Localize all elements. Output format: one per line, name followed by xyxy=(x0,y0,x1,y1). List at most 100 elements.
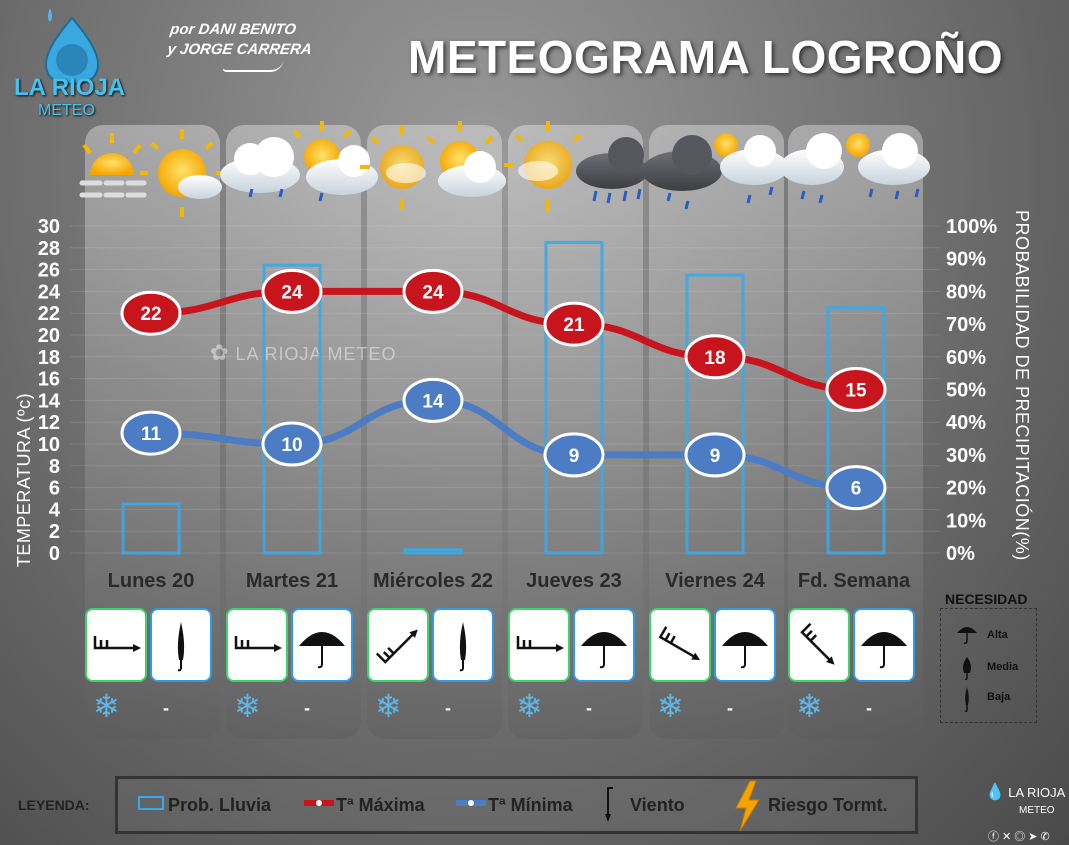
umbrella-box xyxy=(291,608,353,682)
wind-box xyxy=(508,608,570,682)
data-label: 9 xyxy=(569,446,580,467)
legend-rain: Prob. Lluvia xyxy=(168,795,272,815)
social-icons: ⓕ✕◎➤✆ xyxy=(988,828,1053,844)
data-label: 24 xyxy=(281,282,303,303)
necesidad-title: NECESIDAD xyxy=(945,591,1028,607)
umbrella-open-icon xyxy=(957,627,977,644)
sun-cloud-icon xyxy=(426,121,506,197)
umbrella-box xyxy=(853,608,915,682)
watermark: ✿ LA RIOJA METEO xyxy=(210,340,397,366)
storm-risk-value: - xyxy=(727,698,733,718)
umbrella-open-icon xyxy=(299,632,345,669)
data-label: 10 xyxy=(281,435,302,456)
day-label: Fd. Semana xyxy=(797,570,911,592)
umbrella-half-icon xyxy=(963,657,971,681)
data-point-marker xyxy=(120,290,182,336)
x-icon[interactable]: ✕ xyxy=(1002,831,1015,843)
data-point-marker xyxy=(825,465,887,511)
storm-risk-value: - xyxy=(445,698,451,718)
y-tick-label: 20 xyxy=(38,325,60,347)
byline-authors-2: y JORGE CARRERA xyxy=(166,41,313,58)
y2-tick-label: 60% xyxy=(946,347,986,369)
storm-cloud-rain-icon xyxy=(642,135,722,210)
data-point-marker xyxy=(261,421,323,467)
snowflake-icon: ❄ xyxy=(375,688,402,724)
legend-label: LEYENDA: xyxy=(18,797,90,813)
y2-tick-label: 80% xyxy=(946,281,986,303)
grid xyxy=(70,225,940,554)
instagram-icon[interactable]: ◎ xyxy=(1014,831,1029,843)
data-label: 14 xyxy=(422,391,444,412)
umbrella-box xyxy=(714,608,776,682)
y2-tick-label: 40% xyxy=(946,412,986,434)
rain-bar xyxy=(262,263,322,555)
sun-cloud-rain-icon xyxy=(292,121,378,202)
y-tick-label: 6 xyxy=(49,478,60,500)
telegram-icon[interactable]: ➤ xyxy=(1028,831,1041,843)
data-point-marker xyxy=(543,301,605,347)
wind-box xyxy=(85,608,147,682)
snowflake-icon: ❄ xyxy=(516,688,543,724)
snowflake-icon: ❄ xyxy=(234,688,261,724)
umbrella-closed-icon xyxy=(459,622,467,672)
day-label: Martes 21 xyxy=(245,570,339,592)
storm-risk-value: - xyxy=(586,698,592,718)
y-tick-label: 12 xyxy=(38,412,60,434)
byline-authors-1: por DANI BENITO xyxy=(169,21,298,38)
legend-wind: Viento xyxy=(630,795,685,815)
footer-logo-meteo: METEO xyxy=(1019,805,1055,816)
wind-arrow-icon xyxy=(658,626,701,661)
wind-box xyxy=(367,608,429,682)
legend-max: Tª Máxima xyxy=(336,795,425,815)
necesidad-legend: Alta Media Baja xyxy=(940,608,1037,723)
legend-storm: Riesgo Tormt. xyxy=(768,795,888,815)
la-rioja-meteo-logo: LA RIOJA METEO xyxy=(10,8,130,123)
wind-box xyxy=(649,608,711,682)
footer-logo: 💧 LA RIOJA METEO xyxy=(985,782,1065,816)
necesidad-baja: Baja xyxy=(987,691,1011,703)
cloud-rain-icon xyxy=(780,133,844,204)
umbrella-open-icon xyxy=(722,632,768,669)
y2-tick-label: 70% xyxy=(946,314,986,336)
day-label: Jueves 23 xyxy=(526,570,622,592)
y-tick-label: 10 xyxy=(38,434,60,456)
umbrella-box xyxy=(150,608,212,682)
necesidad-alta: Alta xyxy=(987,629,1008,641)
y-tick-label: 18 xyxy=(38,347,60,369)
y2-tick-label: 90% xyxy=(946,249,986,271)
y-tick-label: 0 xyxy=(49,543,60,565)
data-label: 24 xyxy=(422,282,444,303)
data-label: 15 xyxy=(845,381,867,402)
sun-haze-icon xyxy=(504,121,582,211)
y2-tick-label: 0% xyxy=(946,543,975,565)
footer-drop-icon: 💧 xyxy=(985,784,1005,801)
footer-logo-text: LA RIOJA xyxy=(1008,785,1066,800)
legend-min: Tª Mínima xyxy=(488,795,573,815)
umbrella-open-icon xyxy=(581,632,627,669)
y-tick-label: 16 xyxy=(38,369,60,391)
whatsapp-icon[interactable]: ✆ xyxy=(1040,831,1053,843)
temperature-lines: 22 24 24 21 18 15 11 10 14 9 9 6 xyxy=(120,268,887,511)
signature-icon xyxy=(222,60,285,72)
data-label: 21 xyxy=(563,315,585,336)
sun-fog-icon xyxy=(79,133,147,198)
data-point-marker xyxy=(402,268,464,314)
y-axis-title: TEMPERATURA (ºc) xyxy=(14,393,34,567)
watermark-text: LA RIOJA METEO xyxy=(235,344,397,364)
data-label: 6 xyxy=(851,479,862,500)
data-point-marker xyxy=(543,432,605,478)
snowflake-icon: ❄ xyxy=(93,688,120,724)
facebook-icon[interactable]: ⓕ xyxy=(988,831,1002,843)
umbrella-open-icon xyxy=(861,632,907,669)
y2-tick-label: 30% xyxy=(946,445,986,467)
y2-tick-label: 20% xyxy=(946,478,986,500)
data-label: 9 xyxy=(710,446,721,467)
watermark-leaf-icon: ✿ xyxy=(210,340,230,365)
byline: por DANI BENITO y JORGE CARRERA xyxy=(164,20,316,72)
rain-bar-legend-icon xyxy=(138,796,164,810)
necesidad-media: Media xyxy=(987,661,1019,673)
lightning-icon xyxy=(735,780,760,832)
storm-cloud-rain-icon xyxy=(576,137,648,204)
